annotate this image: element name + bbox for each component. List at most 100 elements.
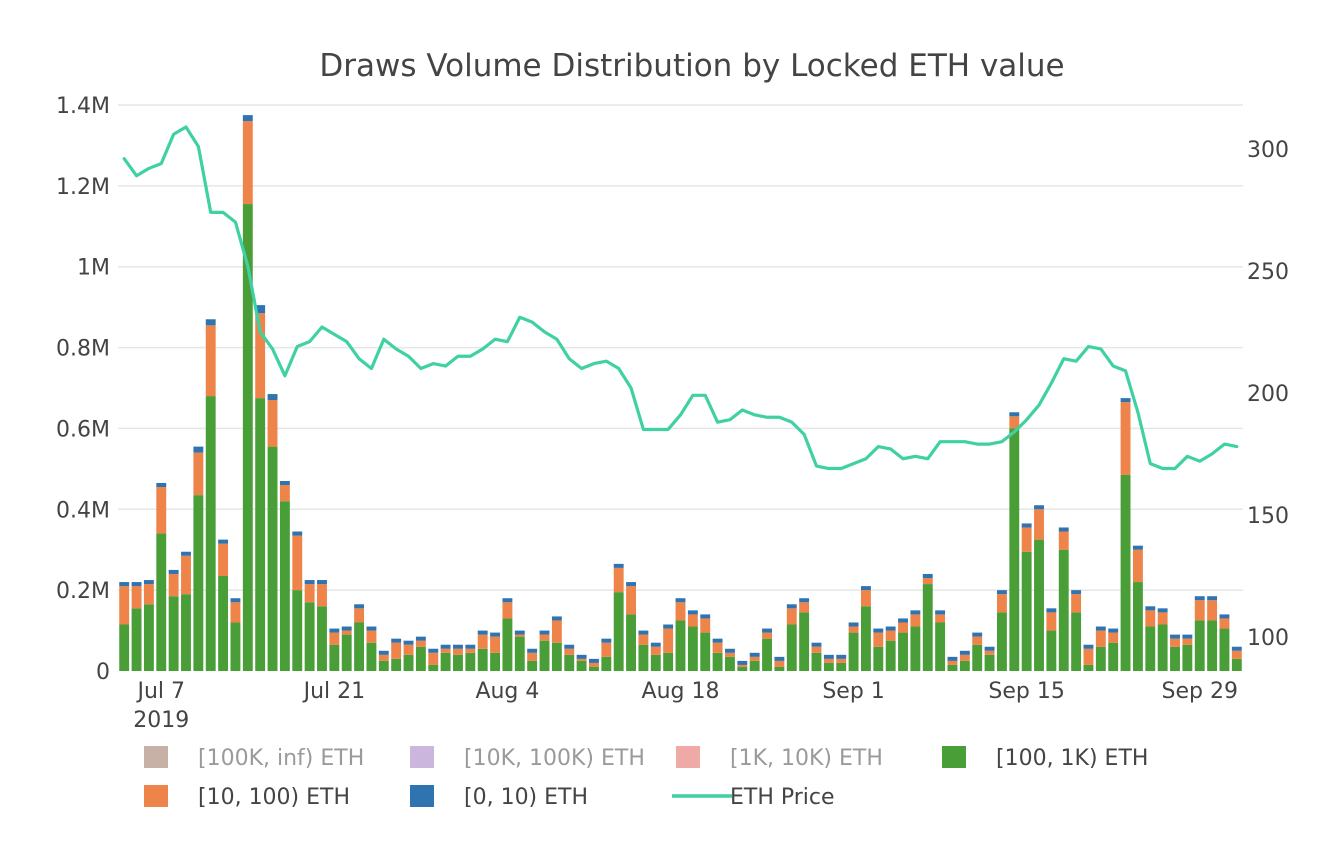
- bar-segment: [1170, 646, 1180, 671]
- legend-swatch: [676, 746, 700, 768]
- bar-segment: [193, 446, 204, 453]
- bar-segment: [205, 325, 216, 397]
- legend-item[interactable]: [100, 1K) ETH: [942, 746, 1148, 771]
- bar-segment: [947, 660, 958, 665]
- bar-segment: [638, 644, 649, 671]
- bar-segment: [1108, 628, 1119, 633]
- bar-segment: [1046, 608, 1057, 613]
- bar-segment: [279, 501, 290, 671]
- left-y-axis: 0 0.2M 0.4M 0.6M 0.8M 1M 1.2M 1.4M: [56, 94, 110, 685]
- y-right-tick-label: 300: [1247, 138, 1289, 163]
- bar-segment: [1170, 638, 1180, 647]
- bar-segment: [205, 396, 216, 671]
- bar-segment: [440, 652, 451, 671]
- bar-segment: [626, 582, 636, 587]
- bar-segment: [539, 634, 550, 641]
- bar-segment: [1083, 648, 1094, 665]
- bar-segment: [366, 626, 377, 631]
- bar-segment: [1207, 600, 1218, 621]
- bar-segment: [687, 626, 698, 671]
- legend-item[interactable]: [100K, inf) ETH: [144, 746, 364, 771]
- bar-segment: [650, 642, 661, 647]
- bar-segment: [119, 586, 130, 625]
- bar-segment: [477, 648, 488, 671]
- bar-segment: [1194, 620, 1205, 671]
- bar-segment: [996, 594, 1007, 613]
- bar-segment: [156, 533, 167, 671]
- legend-item[interactable]: [10, 100) ETH: [144, 785, 350, 810]
- legend-item[interactable]: ETH Price: [672, 785, 835, 810]
- bar-segment: [823, 654, 834, 659]
- bar-segment: [366, 642, 377, 671]
- bar-segment: [786, 604, 797, 609]
- legend-swatch: [144, 785, 168, 807]
- legend-item[interactable]: [0, 10) ETH: [410, 785, 588, 810]
- eth-price-line: [122, 125, 1239, 471]
- bar-segment: [725, 652, 735, 657]
- bar-segment: [465, 652, 476, 671]
- bar-segment: [947, 664, 958, 671]
- bar-segment: [453, 644, 463, 649]
- bar-segment: [477, 630, 488, 635]
- bar-segment: [539, 630, 550, 635]
- bar-segment: [1071, 594, 1082, 613]
- bar-segment: [490, 632, 501, 637]
- bar-segment: [725, 656, 735, 671]
- bar-segment: [910, 626, 921, 671]
- bar-segment: [1207, 620, 1218, 671]
- bar-segment: [415, 636, 426, 641]
- bar-segment: [1046, 630, 1057, 671]
- bar-segment: [527, 648, 538, 653]
- bar-segment: [663, 652, 674, 671]
- bar-segment: [230, 622, 241, 671]
- bar-segment: [885, 640, 896, 671]
- bar-segment: [564, 648, 575, 655]
- bar-segment: [725, 648, 735, 653]
- bar-segment: [799, 598, 810, 603]
- bar-segment: [242, 115, 253, 122]
- bar-segment: [1058, 527, 1069, 532]
- y-left-tick-label: 0.4M: [56, 498, 110, 523]
- bar-segment: [440, 648, 451, 653]
- bar-segment: [1095, 646, 1106, 671]
- bar-segment: [737, 660, 748, 665]
- bar-segment: [1095, 626, 1106, 631]
- legend-label: [100K, inf) ETH: [198, 746, 364, 771]
- bar-segment: [292, 531, 303, 536]
- bar-segment: [836, 658, 847, 663]
- bar-segment: [626, 586, 636, 615]
- bar-segment: [168, 596, 179, 671]
- bar-segment: [984, 654, 995, 671]
- bar-segment: [1120, 474, 1131, 671]
- bar-segment: [1157, 608, 1168, 613]
- x-tick-label: Jul 7: [135, 679, 185, 704]
- bar-segment: [428, 664, 439, 671]
- bar-segment: [317, 606, 327, 671]
- legend-item[interactable]: [10K, 100K) ETH: [410, 746, 645, 771]
- bar-segment: [1231, 650, 1242, 659]
- bar-segment: [860, 586, 871, 591]
- bar-segment: [564, 644, 575, 649]
- legend-item[interactable]: [1K, 10K) ETH: [676, 746, 883, 771]
- bar-segment: [1182, 644, 1193, 671]
- bar-segment: [354, 608, 365, 623]
- bar-segment: [996, 612, 1007, 671]
- legend-label: [1K, 10K) ETH: [730, 746, 883, 771]
- bar-segment: [1219, 614, 1230, 619]
- bar-segment: [242, 121, 253, 205]
- bar-segment: [972, 644, 983, 671]
- bar-segment: [663, 628, 674, 653]
- bar-segment: [119, 582, 130, 587]
- bar-segment: [700, 632, 711, 671]
- bar-segment: [650, 646, 661, 655]
- bar-segment: [848, 632, 859, 671]
- legend: [100K, inf) ETH [10K, 100K) ETH [1K, 10K) …: [144, 746, 1148, 810]
- bar-segment: [1034, 509, 1044, 540]
- y-left-tick-label: 0.8M: [56, 337, 110, 362]
- bar-segment: [712, 652, 723, 671]
- bar-segment: [601, 656, 612, 671]
- bar-segment: [737, 666, 748, 671]
- legend-label: [100, 1K) ETH: [996, 746, 1148, 771]
- bar-segment: [947, 656, 958, 661]
- bar-segment: [292, 535, 303, 591]
